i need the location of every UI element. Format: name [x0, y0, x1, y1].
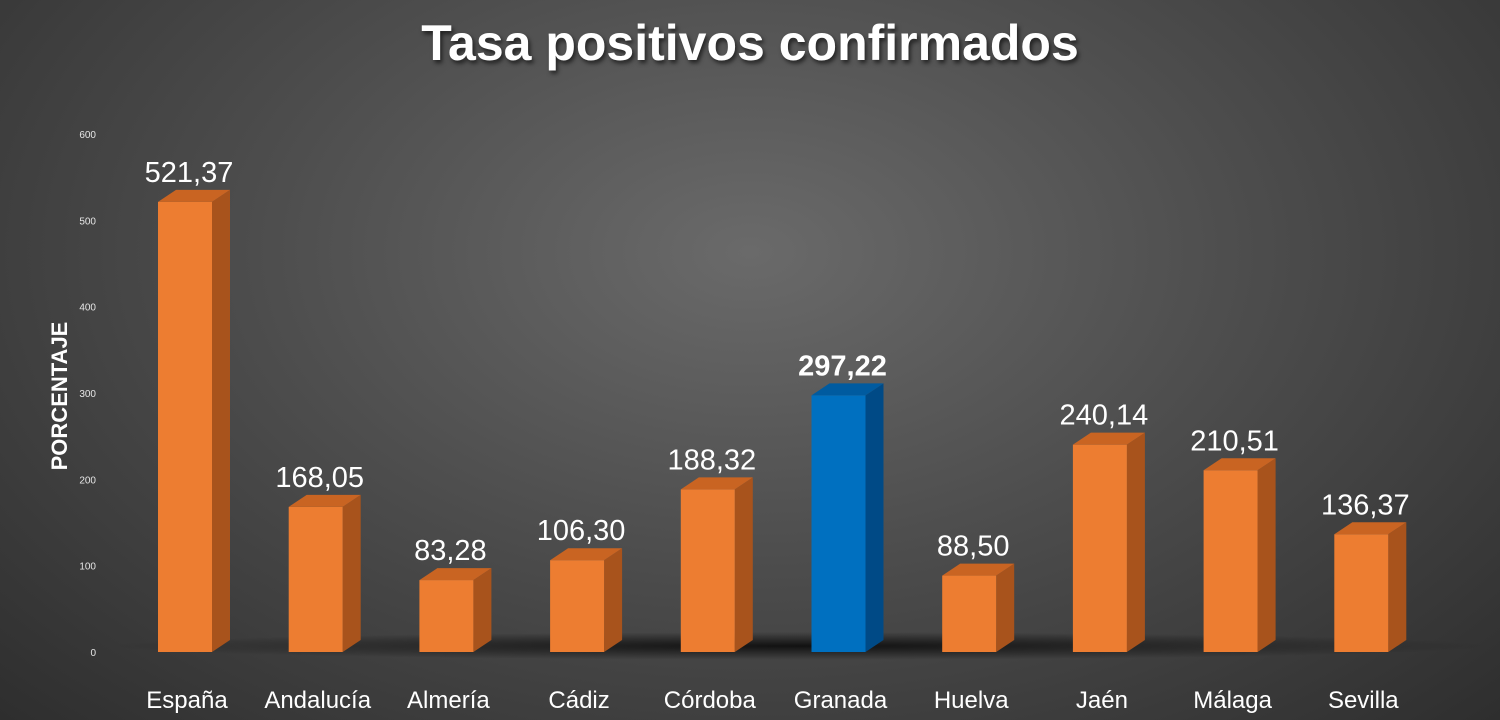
category-label: España — [146, 687, 228, 714]
y-tick-label: 200 — [79, 475, 96, 486]
bar-front — [811, 395, 866, 652]
y-axis-ticks: 0 100 200 300 400 500 600 — [79, 130, 96, 659]
bar-side — [1257, 458, 1276, 652]
chart-title: Tasa positivos confirmados — [421, 15, 1079, 71]
y-tick-label: 600 — [79, 130, 96, 141]
category-label: Andalucía — [264, 687, 371, 714]
bar-front — [1072, 444, 1127, 652]
data-label: 240,14 — [1060, 400, 1149, 432]
data-label: 136,37 — [1321, 489, 1410, 521]
category-label: Huelva — [934, 687, 1009, 714]
category-label: Málaga — [1193, 687, 1272, 714]
bar-side — [1126, 432, 1145, 652]
y-tick-label: 100 — [79, 562, 96, 573]
bar-side — [996, 563, 1015, 652]
bar-side — [473, 568, 492, 652]
data-label: 210,51 — [1190, 425, 1279, 457]
bar-front — [942, 575, 997, 652]
data-labels: 521,37 168,05 83,28 106,30 188,32 297,22 88,50… — [145, 157, 1410, 567]
bar-top — [288, 494, 361, 507]
category-label: Jaén — [1076, 687, 1128, 714]
bar-front — [158, 201, 212, 652]
bar — [550, 548, 623, 652]
bar-top — [942, 563, 1015, 576]
bar-front — [1334, 534, 1389, 652]
bar-front — [680, 489, 735, 652]
category-label: Almería — [407, 687, 490, 714]
y-tick-label: 500 — [79, 216, 96, 227]
bar-front — [550, 560, 605, 652]
bar-side — [1388, 522, 1407, 652]
bar-front — [288, 506, 343, 652]
bar-side — [865, 383, 884, 652]
data-label: 521,37 — [145, 157, 234, 189]
category-label: Sevilla — [1328, 687, 1399, 714]
bar-top — [1334, 522, 1407, 535]
bar-top — [1072, 432, 1145, 445]
category-label: Granada — [794, 687, 888, 714]
x-axis-categories: España Andalucía Almería Cádiz Córdoba Granad… — [146, 687, 1399, 714]
bar — [811, 383, 884, 652]
bar-front — [419, 580, 474, 652]
data-label: 88,50 — [937, 531, 1010, 563]
bar — [1072, 432, 1145, 652]
y-tick-label: 0 — [90, 648, 96, 659]
category-label: Córdoba — [664, 687, 757, 714]
bar — [288, 494, 361, 652]
data-label: 83,28 — [414, 535, 487, 567]
y-tick-label: 300 — [79, 389, 96, 400]
bar-top — [1203, 458, 1276, 471]
bar-top — [680, 477, 753, 490]
bar-side — [734, 477, 753, 652]
bar-side — [212, 189, 230, 652]
bar-top — [158, 189, 230, 202]
bars — [158, 189, 1407, 652]
bar-top — [811, 383, 884, 396]
bar-front — [1203, 470, 1258, 652]
bar — [942, 563, 1015, 652]
data-label: 188,32 — [667, 444, 756, 476]
bar — [158, 189, 230, 652]
data-label: 297,22 — [798, 350, 887, 382]
bar — [419, 568, 492, 652]
data-label: 168,05 — [275, 462, 364, 494]
bar-top — [419, 568, 492, 581]
bar — [1334, 522, 1407, 652]
bar-side — [604, 548, 623, 652]
category-label: Cádiz — [548, 687, 609, 714]
data-label: 106,30 — [537, 515, 626, 547]
bar-top — [550, 548, 623, 561]
bar — [1203, 458, 1276, 652]
y-tick-label: 400 — [79, 303, 96, 314]
bar-side — [342, 494, 361, 652]
bar — [680, 477, 753, 652]
